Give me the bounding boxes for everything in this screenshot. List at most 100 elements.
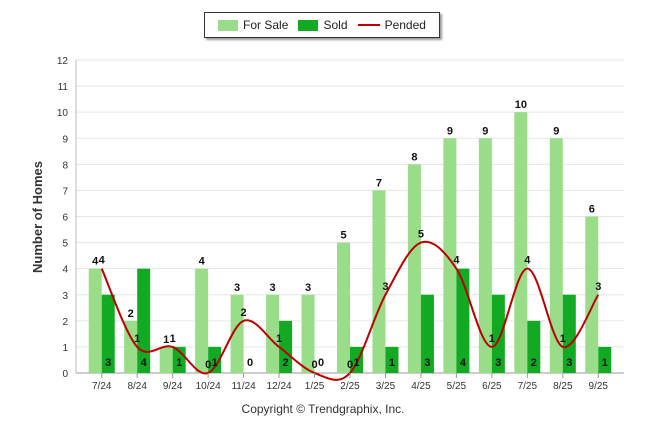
data-label-for-sale: 6 — [589, 204, 595, 216]
bar-for-sale — [549, 138, 563, 373]
data-label-for-sale: 1 — [163, 334, 169, 346]
data-label-for-sale: 4 — [92, 256, 99, 268]
x-tick-label: 6/25 — [482, 381, 502, 392]
x-tick-label: 9/24 — [163, 381, 183, 392]
x-tick-label: 7/25 — [518, 381, 538, 392]
data-label-pended: 1 — [170, 333, 176, 345]
bar-sold — [598, 346, 612, 373]
data-label-sold: 1 — [176, 357, 182, 369]
data-label-sold: 1 — [212, 357, 218, 369]
x-tick-label: 7/24 — [92, 381, 112, 392]
y-tick-label: 1 — [62, 343, 68, 354]
bar-sold — [208, 346, 222, 373]
pended-line-path — [100, 240, 600, 381]
data-label-for-sale: 4 — [199, 256, 206, 268]
x-tick-label: 2/25 — [340, 381, 360, 392]
data-label-pended: 0 — [347, 359, 353, 371]
data-label-for-sale: 9 — [482, 125, 488, 137]
bar-for-sale — [407, 164, 421, 373]
x-tick-label: 12/24 — [267, 381, 292, 392]
bar-for-sale — [301, 294, 315, 373]
bar-sold — [456, 268, 470, 373]
bar-sold — [420, 294, 434, 373]
bar-for-sale — [443, 138, 457, 373]
data-label-sold: 4 — [460, 357, 467, 369]
bar-for-sale — [230, 294, 244, 373]
data-label-pended: 2 — [241, 307, 247, 319]
bar-sold — [279, 320, 293, 373]
data-label-sold: 3 — [424, 357, 430, 369]
bar-sold — [385, 346, 399, 373]
legend-label-pended: Pended — [384, 18, 426, 32]
pended-line — [100, 240, 600, 381]
data-label-pended: 0 — [205, 359, 211, 371]
legend-label-sold: Sold — [323, 18, 348, 32]
bars — [88, 112, 612, 374]
y-axis-label: Number of Homes — [30, 161, 45, 273]
data-label-pended: 5 — [418, 229, 424, 241]
data-label-sold: 2 — [283, 357, 289, 369]
bar-for-sale — [195, 268, 209, 373]
copyright-footer: Copyright © Trendgraphix, Inc. — [241, 402, 405, 416]
bar-for-sale — [514, 112, 528, 374]
data-label-for-sale: 7 — [376, 177, 382, 189]
data-label-for-sale: 2 — [128, 308, 134, 320]
bar-sold — [491, 294, 505, 373]
x-tick-label: 10/24 — [196, 381, 221, 392]
bar-for-sale — [88, 268, 102, 373]
legend-swatch-for-sale — [218, 19, 239, 31]
x-tick-label: 8/25 — [553, 381, 573, 392]
data-label-sold: 1 — [353, 357, 359, 369]
x-tick-label: 4/25 — [411, 381, 431, 392]
data-label-for-sale: 3 — [234, 282, 240, 294]
data-label-for-sale: 3 — [305, 282, 311, 294]
data-label-pended: 1 — [134, 333, 140, 345]
bar-sold — [101, 294, 115, 373]
data-label-for-sale: 3 — [270, 282, 276, 294]
data-label-pended: 4 — [524, 255, 531, 267]
y-tick-label: 8 — [62, 160, 68, 171]
y-tick-label: 7 — [62, 186, 68, 197]
legend-swatch-pended — [357, 24, 380, 26]
legend-item-pended: Pended — [357, 18, 426, 32]
data-label-pended: 4 — [453, 255, 460, 267]
legend-item-sold: Sold — [298, 18, 348, 32]
data-label-sold: 3 — [495, 357, 501, 369]
bar-sold — [562, 294, 576, 373]
legend: For Sale Sold Pended — [204, 12, 440, 38]
data-label-sold: 0 — [247, 357, 253, 369]
data-label-sold: 1 — [602, 357, 608, 369]
y-tick-label: 2 — [62, 317, 68, 328]
y-tick-label: 9 — [62, 134, 68, 145]
data-label-sold: 3 — [566, 357, 572, 369]
bar-for-sale — [585, 216, 599, 373]
bar-for-sale — [159, 346, 173, 373]
y-tick-label: 10 — [57, 108, 69, 119]
y-tick-label: 0 — [62, 369, 68, 380]
x-tick-label: 5/25 — [447, 381, 467, 392]
data-label-for-sale: 9 — [553, 125, 559, 137]
bar-sold — [527, 320, 541, 373]
y-tick-label: 12 — [57, 56, 69, 67]
y-tick-label: 11 — [58, 82, 69, 93]
data-label-sold: 2 — [531, 357, 537, 369]
y-tick-label: 3 — [62, 291, 68, 302]
y-tick-label: 6 — [62, 213, 68, 224]
x-tick-label: 1/25 — [305, 381, 325, 392]
data-label-pended: 1 — [276, 333, 282, 345]
bar-for-sale — [372, 190, 386, 373]
data-label-sold: 3 — [105, 357, 111, 369]
y-tick-label: 5 — [62, 239, 68, 250]
legend-item-for-sale: For Sale — [218, 18, 288, 32]
x-tick-label: 11/24 — [231, 381, 256, 392]
y-tick-label: 4 — [62, 265, 68, 276]
x-tick-label: 8/24 — [127, 381, 147, 392]
legend-swatch-sold — [298, 19, 319, 31]
data-label-pended: 0 — [311, 359, 317, 371]
x-tick-label: 9/25 — [589, 381, 609, 392]
data-label-for-sale: 8 — [411, 151, 417, 163]
data-label-for-sale: 9 — [447, 125, 453, 137]
data-label-pended: 1 — [560, 333, 566, 345]
